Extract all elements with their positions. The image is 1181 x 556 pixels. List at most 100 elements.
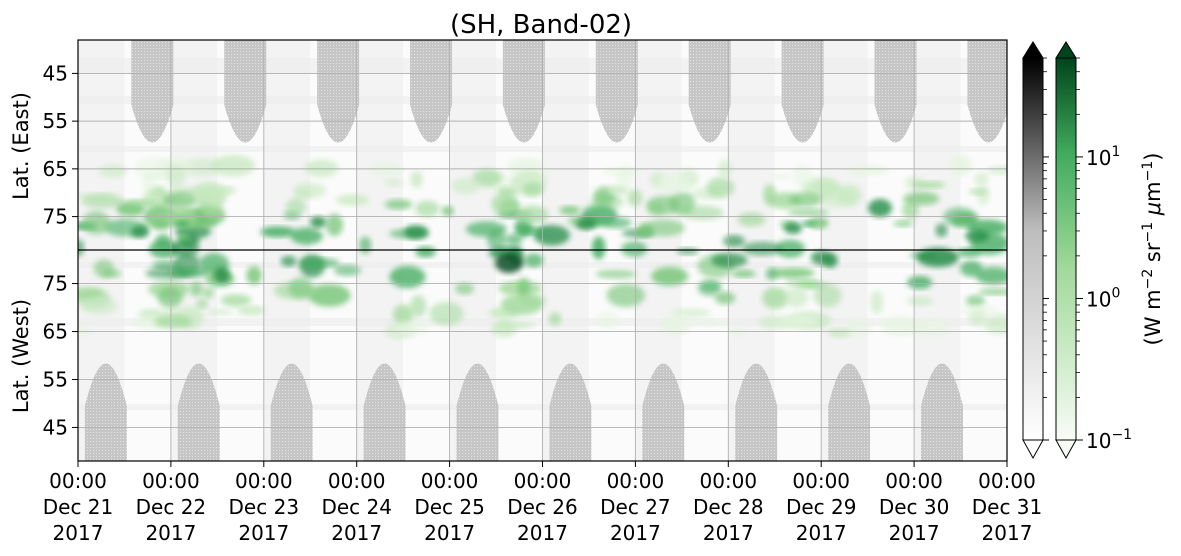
x-tick-label-date: Dec 28 bbox=[693, 495, 764, 519]
radiance-blob bbox=[441, 206, 454, 217]
radiance-blob bbox=[288, 277, 314, 299]
x-tick-label-time: 00:00 bbox=[885, 469, 943, 493]
y-tick-label: 55 bbox=[43, 367, 68, 391]
x-tick-label-time: 00:00 bbox=[142, 469, 200, 493]
radiance-blob bbox=[706, 177, 735, 198]
radiance-blob bbox=[676, 247, 699, 255]
y-tick-label: 55 bbox=[43, 109, 68, 133]
radiance-blob bbox=[335, 194, 370, 206]
radiance-blob bbox=[559, 205, 581, 215]
radiance-blob bbox=[98, 164, 128, 178]
x-tick-label-year: 2017 bbox=[982, 521, 1033, 545]
radiance-blob bbox=[81, 297, 118, 315]
radiance-blob bbox=[659, 314, 692, 336]
x-tick-label-year: 2017 bbox=[424, 521, 475, 545]
daylight-lobe-west bbox=[549, 363, 592, 461]
radiance-blob bbox=[211, 154, 256, 177]
x-tick-label-time: 00:00 bbox=[328, 469, 386, 493]
radiance-blob bbox=[522, 182, 544, 197]
x-tick-label-time: 00:00 bbox=[421, 469, 479, 493]
radiance-blob bbox=[518, 227, 550, 235]
colorbar-label: (W m−2 sr−1 μm−1) bbox=[1140, 153, 1165, 346]
radiance-blob bbox=[907, 275, 933, 289]
daylight-lobe-west bbox=[84, 363, 127, 461]
daylight-lobe-west bbox=[270, 363, 313, 461]
daylight-lobe-east bbox=[317, 40, 360, 143]
radiance-blob bbox=[220, 294, 252, 307]
daylight-lobe-east bbox=[781, 40, 824, 143]
x-tick-label-date: Dec 23 bbox=[229, 495, 300, 519]
radiance-blob bbox=[784, 286, 809, 308]
y-tick-label: 75 bbox=[43, 205, 68, 229]
radiance-blob bbox=[548, 312, 562, 326]
radiance-blob bbox=[731, 328, 745, 338]
radiance-blob bbox=[965, 295, 986, 307]
radiance-blob bbox=[298, 258, 340, 268]
radiance-blob bbox=[429, 301, 464, 326]
x-tick-label-time: 00:00 bbox=[235, 469, 293, 493]
daylight-lobe-east bbox=[874, 40, 917, 143]
colorbar-tick-base: 10 bbox=[1086, 429, 1111, 453]
radiance-blob bbox=[393, 304, 414, 325]
colorbar-gray-extend-min bbox=[1022, 439, 1044, 460]
colorbar-tick-exponent: −1 bbox=[1111, 427, 1132, 443]
radiance-blob bbox=[384, 179, 403, 187]
x-tick-label-date: Dec 30 bbox=[879, 495, 950, 519]
radiance-blob bbox=[389, 265, 426, 289]
radiance-blob bbox=[182, 158, 223, 177]
x-tick-label-date: Dec 26 bbox=[507, 495, 578, 519]
radiance-blob bbox=[359, 236, 372, 254]
radiance-blob bbox=[827, 328, 852, 338]
y-axis-east: 45 55 65 75 bbox=[43, 61, 78, 229]
colorbar-tick-label: 10−1 bbox=[1086, 427, 1132, 453]
radiance-blob bbox=[497, 319, 513, 326]
radiance-blob bbox=[903, 191, 940, 206]
radiance-blob bbox=[902, 200, 920, 220]
radiance-blob bbox=[246, 266, 262, 285]
radiance-blob bbox=[506, 158, 546, 175]
radiance-blob bbox=[102, 269, 122, 278]
radiance-blob bbox=[657, 172, 692, 194]
radiance-peak bbox=[404, 225, 428, 239]
y-tick-label: 45 bbox=[43, 61, 68, 85]
radiance-blob bbox=[742, 241, 783, 256]
x-tick-label-year: 2017 bbox=[517, 521, 568, 545]
daylight-lobe-east bbox=[967, 40, 1007, 143]
x-tick-label-time: 00:00 bbox=[514, 469, 572, 493]
radiance-blob bbox=[893, 220, 914, 228]
radiance-peak bbox=[214, 267, 230, 283]
radiance-blob bbox=[325, 213, 344, 237]
radiance-blob bbox=[801, 220, 816, 228]
radiance-blob bbox=[916, 247, 959, 268]
radiance-blob bbox=[196, 298, 209, 309]
colorbar-tick-label: 100 bbox=[1086, 285, 1120, 311]
radiance-blob bbox=[714, 291, 736, 305]
radiance-blob bbox=[260, 226, 296, 238]
radiance-blob bbox=[167, 267, 209, 277]
x-tick-label-date: Dec 29 bbox=[786, 495, 857, 519]
x-tick-label-year: 2017 bbox=[610, 521, 661, 545]
x-tick-label-date: Dec 22 bbox=[136, 495, 207, 519]
radiance-blob bbox=[723, 235, 745, 248]
radiance-blob bbox=[78, 239, 85, 257]
x-tick-label-year: 2017 bbox=[53, 521, 104, 545]
x-tick-label-time: 00:00 bbox=[699, 469, 757, 493]
radiance-blob bbox=[732, 269, 756, 278]
radiance-blob bbox=[711, 252, 748, 268]
radiance-blob bbox=[607, 185, 628, 195]
daylight-lobe-east bbox=[131, 40, 174, 143]
radiance-blob bbox=[194, 181, 221, 204]
radiance-peak bbox=[784, 222, 802, 234]
radiance-blob bbox=[792, 164, 812, 187]
x-tick-label-date: Dec 24 bbox=[321, 495, 392, 519]
x-tick-label-date: Dec 27 bbox=[600, 495, 671, 519]
radiance-blob bbox=[384, 199, 413, 210]
radiance-blob bbox=[307, 283, 351, 307]
radiance-peak bbox=[310, 216, 326, 228]
y-axis-label-west: Lat. (West) bbox=[9, 299, 33, 413]
radiance-blob bbox=[911, 181, 946, 189]
radiance-blob bbox=[780, 315, 819, 328]
y-tick-label: 65 bbox=[43, 320, 68, 344]
radiance-blob bbox=[949, 154, 972, 176]
daylight-lobe-west bbox=[735, 363, 778, 461]
